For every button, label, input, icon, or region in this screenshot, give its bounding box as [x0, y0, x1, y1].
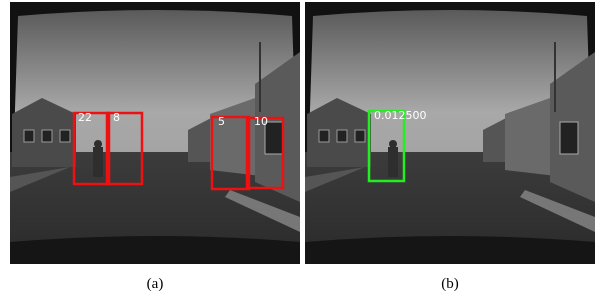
box-label: 5: [218, 115, 225, 128]
photo-a: [10, 2, 300, 264]
caption: (b): [441, 276, 459, 292]
box-label: 10: [254, 115, 268, 128]
figure: 22 8 5 10 0.012500 (a) (b): [0, 0, 595, 296]
caption: (a): [147, 276, 164, 292]
photo-b: [305, 2, 595, 264]
box-label: 8: [113, 111, 120, 124]
box-label: 0.012500: [374, 109, 427, 122]
box-label: 22: [78, 111, 92, 124]
